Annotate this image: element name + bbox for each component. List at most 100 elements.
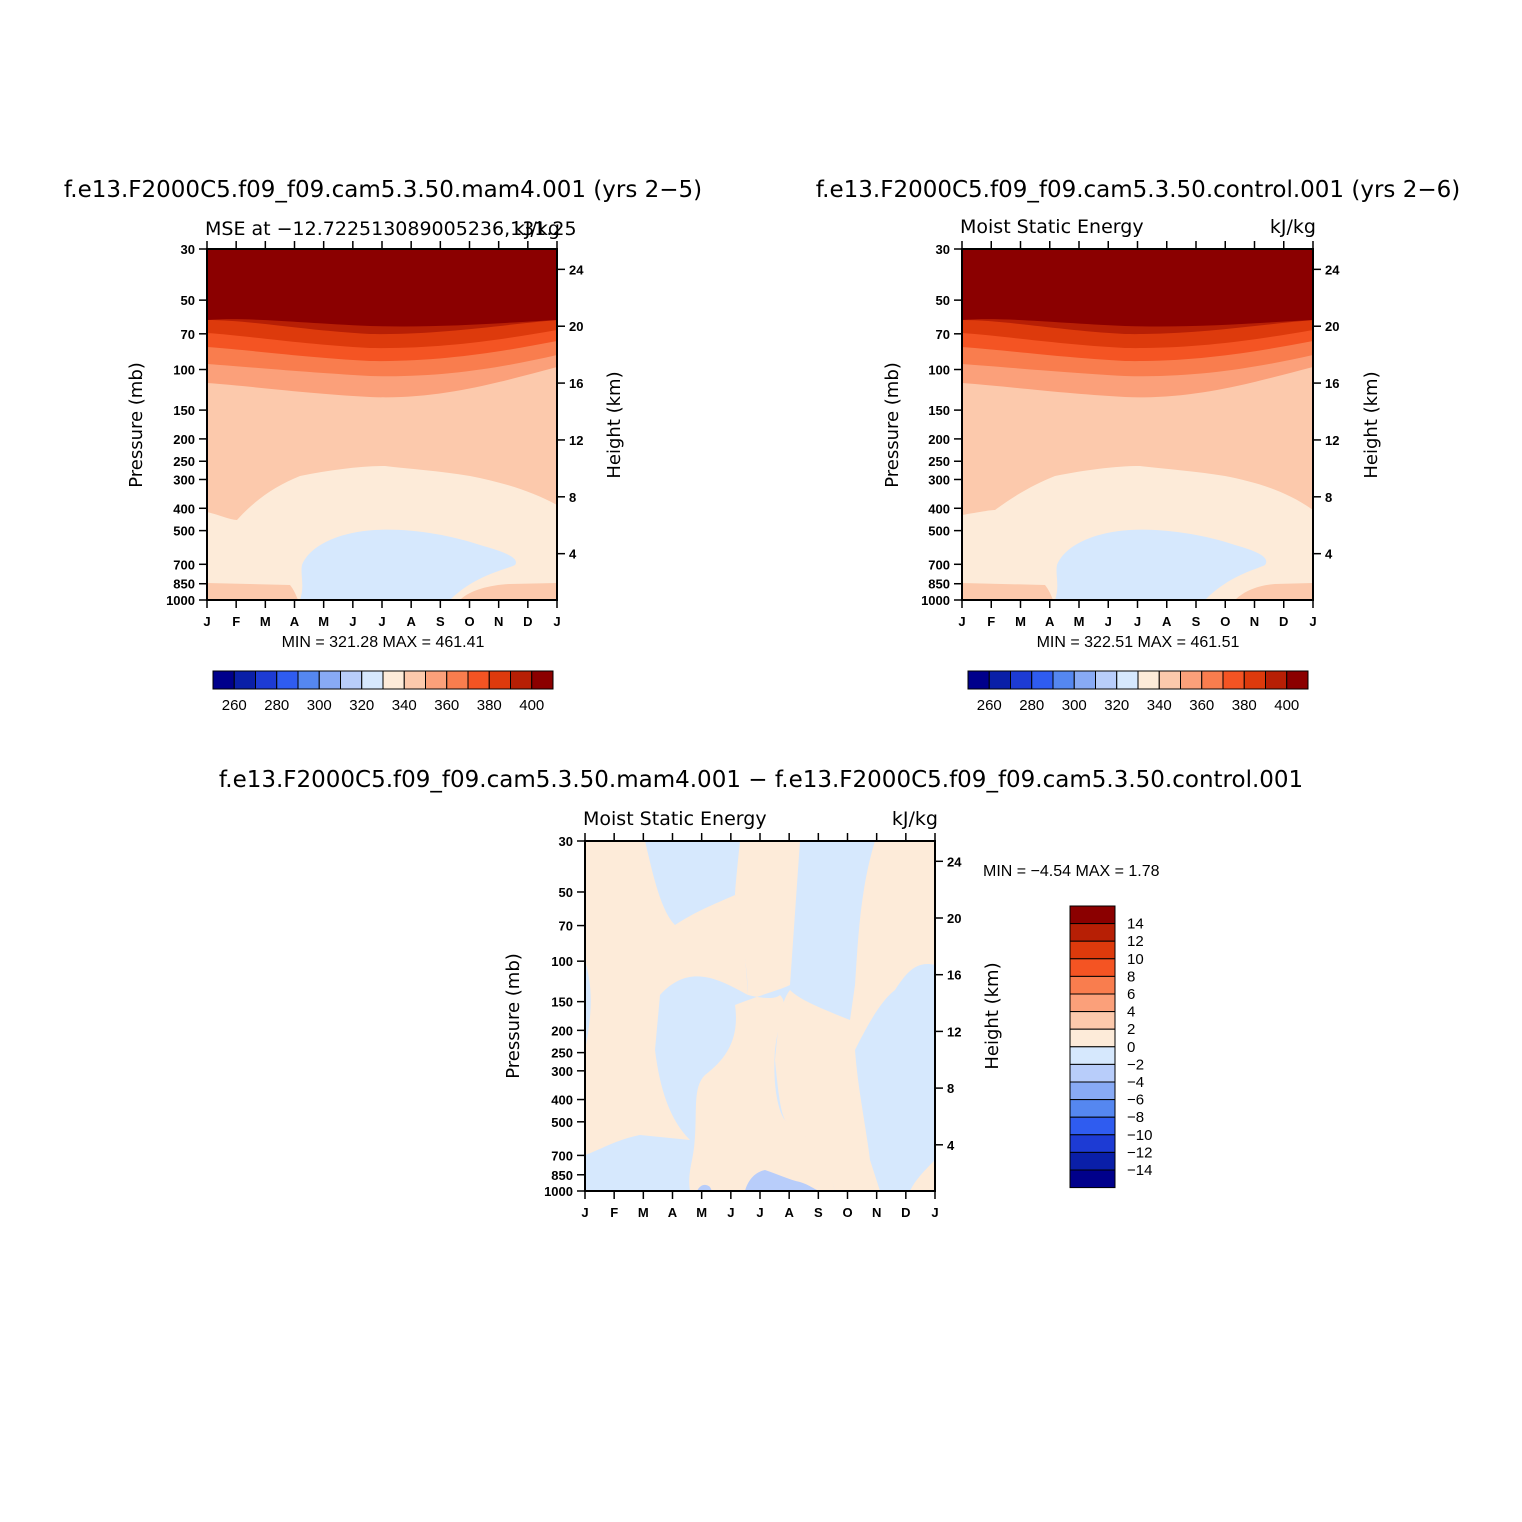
height-tick-label: 24 [1325,262,1340,277]
panel3-positive-west [585,841,748,1155]
colorbar-swatch [1069,940,1116,960]
colorbar-swatch [1069,923,1116,942]
panel1-units: kJ/kg [514,218,560,240]
pressure-tick-label: 1000 [544,1184,573,1199]
panel3-negative-sfc [745,1170,820,1191]
pressure-tick-label: 50 [181,293,195,308]
month-tick-label: S [436,614,445,629]
pressure-tick-label: 70 [181,327,195,342]
month-tick-label: O [842,1205,852,1220]
colorbar-label: 2 [1127,1021,1135,1038]
month-tick-label: J [378,614,385,629]
colorbar-swatch [1069,1151,1116,1171]
colorbar-label: 14 [1127,916,1144,933]
panel3-title: f.e13.F2000C5.f09_f09.cam5.3.50.mam4.001… [219,767,1303,793]
month-tick-label: J [581,1205,588,1220]
colorbar-swatch [1069,975,1116,995]
month-tick-label: D [1279,614,1288,629]
pressure-tick-label: 500 [551,1115,573,1130]
pressure-tick-label: 1000 [921,593,950,608]
colorbar-label: −6 [1127,1092,1144,1109]
month-tick-label: M [696,1205,707,1220]
pressure-tick-label: 30 [559,834,573,849]
colorbar-label: −4 [1127,1074,1144,1091]
colorbar-label: −12 [1127,1144,1152,1161]
pressure-tick-label: 50 [936,293,950,308]
month-tick-label: O [464,614,474,629]
pressure-tick-label: 100 [928,363,950,378]
height-tick-label: 8 [947,1081,954,1096]
panel3-ylabel: Pressure (mb) [503,953,524,1079]
colorbar-swatch [1116,670,1139,690]
colorbar-label: 0 [1127,1039,1135,1056]
pressure-tick-label: 150 [928,403,950,418]
panel1-height-axis: 24 20 16 12 8 4 [557,262,584,562]
colorbar-label: 280 [264,697,289,714]
panel1-contour-max [207,249,557,327]
pressure-tick-label: 30 [181,242,195,257]
pressure-tick-label: 200 [928,432,950,447]
month-tick-label: A [784,1205,794,1220]
month-tick-label: F [610,1205,618,1220]
panel2-title: f.e13.F2000C5.f09_f09.cam5.3.50.control.… [816,177,1460,203]
colorbar-label: 6 [1127,986,1135,1003]
colorbar-label: 260 [222,697,247,714]
colorbar-swatch [531,670,554,690]
height-tick-label: 4 [1325,547,1333,562]
colorbar-swatch [297,670,320,690]
pressure-tick-label: 700 [173,557,195,572]
pressure-tick-label: 70 [559,919,573,934]
colorbar-swatch [510,670,533,690]
month-tick-label: J [756,1205,763,1220]
pressure-tick-label: 850 [928,577,950,592]
panel2-y2label: Height (km) [1361,371,1382,478]
height-tick-label: 12 [947,1024,961,1039]
colorbar-label: 300 [307,697,332,714]
pressure-tick-label: 400 [928,501,950,516]
pressure-tick-label: 700 [551,1148,573,1163]
panel3-positive-sfc [910,1160,935,1191]
colorbar-swatch [233,670,256,690]
height-tick-label: 20 [1325,319,1339,334]
panel3-height-axis: 24 20 16 12 8 4 [935,854,962,1153]
month-tick-label: J [958,614,965,629]
panel3-y2label: Height (km) [982,962,1003,1069]
month-tick-label: M [1074,614,1085,629]
panel3-minmax: MIN = −4.54 MAX = 1.78 [983,863,1160,880]
panel2-contour-min [1055,529,1267,600]
colorbar-label: 4 [1127,1004,1135,1021]
panel2-left-label: Moist Static Energy [960,216,1144,238]
colorbar-label: 400 [1274,697,1299,714]
month-tick-label: J [727,1205,734,1220]
height-tick-label: 16 [1325,376,1339,391]
month-tick-label: A [668,1205,678,1220]
month-tick-label: M [318,614,329,629]
colorbar-swatch [1137,670,1160,690]
colorbar-swatch [1052,670,1075,690]
pressure-tick-label: 500 [173,524,195,539]
panel2-ylabel: Pressure (mb) [882,362,903,488]
colorbar-label: 260 [977,697,1002,714]
height-tick-label: 4 [947,1138,955,1153]
month-tick-label: S [1192,614,1201,629]
colorbar-swatch [1265,670,1288,690]
month-tick-label: M [260,614,271,629]
colorbar-label: 380 [1232,697,1257,714]
colorbar-swatch [446,670,469,690]
colorbar-label: 360 [434,697,459,714]
colorbar-swatch [340,670,363,690]
colorbar-swatch [1073,670,1096,690]
colorbar-swatch [1286,670,1309,690]
colorbar-label: 280 [1019,697,1044,714]
month-tick-label: F [987,614,995,629]
panel2-units: kJ/kg [1270,216,1316,238]
panel1-left-label: MSE at −12.722513089005236,131.25 [205,218,577,240]
pressure-tick-label: 300 [928,472,950,487]
panel1-plot [206,248,558,601]
month-tick-label: J [203,614,210,629]
